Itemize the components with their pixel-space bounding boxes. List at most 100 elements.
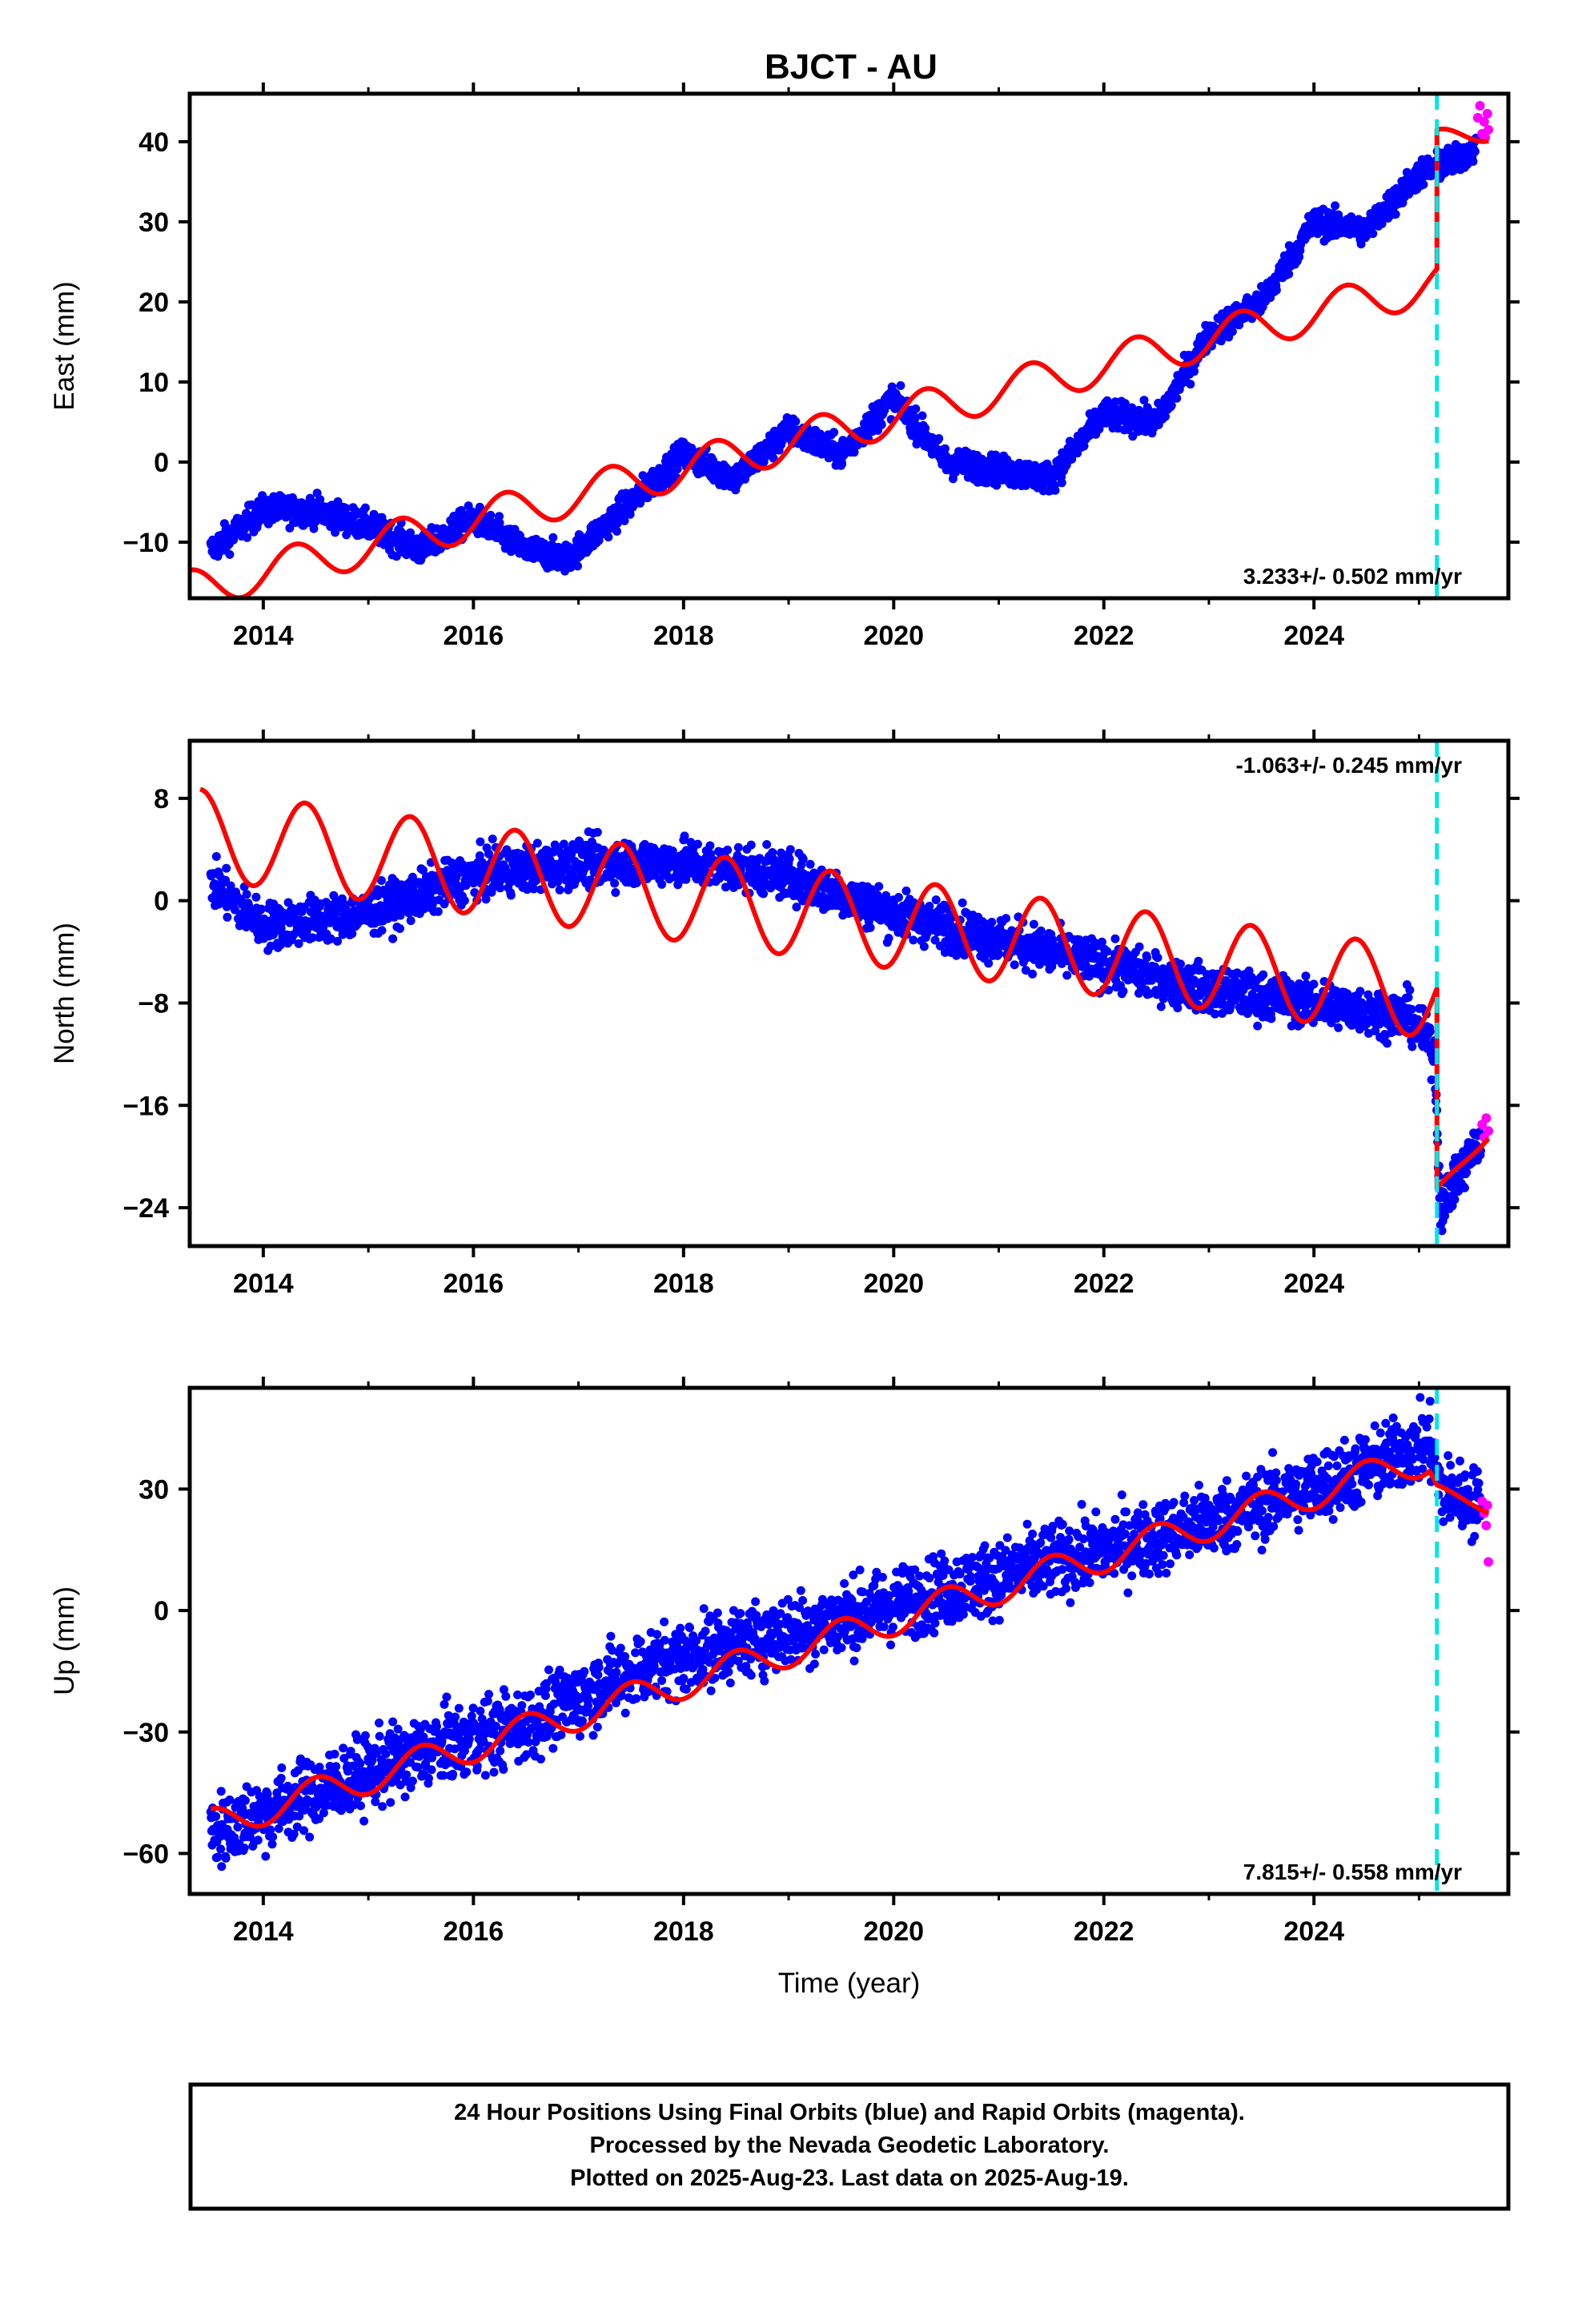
data-point [681,875,691,884]
data-point [242,890,251,899]
data-point [919,942,929,951]
data-point [376,876,386,885]
data-point [396,924,404,933]
panel-frame-east [187,91,1511,601]
y-tick-label: 40 [139,127,169,158]
data-point [769,453,778,463]
data-point [1173,1003,1182,1013]
data-point [475,851,484,861]
data-point [1156,1002,1166,1011]
data-point [592,827,602,837]
data-point [625,509,635,519]
data-point [496,883,505,893]
data-point [1186,380,1195,389]
data-point [333,497,343,506]
data-point [620,516,629,525]
data-point [1134,942,1144,951]
data-point [555,885,564,895]
data-point [481,895,491,904]
data-point [611,888,620,897]
data-point [433,907,443,916]
data-point [1142,953,1152,963]
data-point [225,549,235,559]
data-point [573,561,582,571]
data-point [1118,987,1128,996]
data-point [406,528,415,537]
data-point [226,881,235,891]
data-point [470,888,480,897]
data-point [506,891,516,900]
data-point [1057,478,1066,488]
data-point [910,414,920,424]
data-point [377,926,387,935]
rapid-point [1484,125,1494,135]
data-point [1419,179,1428,189]
data-point [934,434,944,444]
data-point [1190,367,1199,376]
data-point [406,916,416,926]
data-point [460,896,469,906]
data-point [502,845,512,854]
data-point [759,889,769,899]
data-point [1172,393,1182,403]
data-point [488,834,497,844]
data-point [211,852,221,861]
data-point [1331,201,1340,211]
data-point [1176,959,1185,969]
y-axis-label: East (mm) [49,281,80,410]
data-point [987,918,997,927]
data-point [1377,219,1387,228]
data-point [909,935,918,945]
data-point [388,934,398,943]
data-point [221,875,231,885]
data-point [529,884,539,894]
data-point [1028,969,1038,979]
data-point [693,839,702,849]
data-point [1127,403,1137,412]
data-point [266,941,275,951]
data-point [1368,229,1378,239]
y-tick-label: −10 [122,528,169,558]
data-point [911,404,921,413]
data-point [657,879,667,889]
x-tick-label: 2018 [653,621,714,651]
data-point [874,882,884,891]
data-point [805,859,815,869]
velocity-label: 3.233+/- 0.502 mm/yr [1243,564,1462,589]
data-point [1102,947,1112,956]
data-point [829,428,839,437]
data-point [896,381,905,390]
data-point [1161,412,1170,421]
data-point [837,459,847,468]
data-point [243,533,252,542]
x-tick-label: 2016 [444,621,504,651]
data-point [1227,327,1237,336]
data-point [326,934,335,943]
rapid-point [1475,101,1485,111]
data-point [746,840,756,850]
final-orbit-points-north [206,827,1485,1236]
data-point [294,939,303,948]
model-curve-east [190,127,1490,598]
data-point [223,912,232,922]
data-point [277,917,287,927]
data-point [894,893,903,902]
data-point [798,854,808,864]
data-point [256,904,266,914]
data-point [373,891,383,900]
data-point [1166,400,1176,410]
data-point [1029,919,1038,929]
data-point [548,533,558,542]
data-point [791,416,801,426]
data-point [1284,269,1294,279]
data-point [307,933,317,943]
data-point [495,512,504,521]
data-point [477,858,487,867]
data-point [1470,147,1480,156]
data-point [532,838,542,848]
figure-title: BJCT - AU [765,47,938,86]
data-point [762,840,772,849]
data-point [958,898,967,907]
data-point [418,866,428,875]
data-point [917,411,927,420]
